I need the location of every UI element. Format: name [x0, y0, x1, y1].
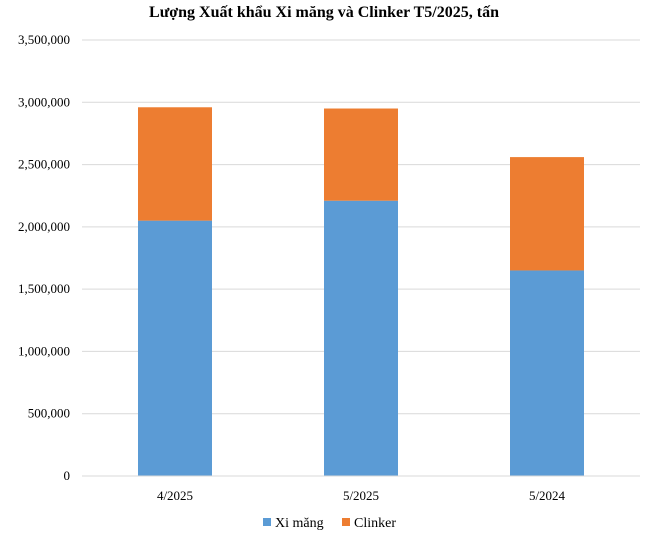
bar-segment-clinker [138, 107, 212, 221]
y-axis: 0 500,000 1,000,000 1,500,000 2,000,000 2,500… [18, 32, 70, 483]
bar-segment-clinker [510, 157, 584, 271]
y-tick-label: 3,500,000 [18, 32, 70, 47]
chart-title: Lượng Xuất khẩu Xi măng và Clinker T5/20… [149, 4, 499, 21]
y-tick-label: 2,000,000 [18, 219, 70, 234]
legend-label: Clinker [354, 516, 396, 531]
y-tick-label: 0 [64, 468, 71, 483]
bar-segment-xi-mang [510, 270, 584, 476]
y-tick-label: 1,000,000 [18, 343, 70, 358]
y-tick-label: 3,000,000 [18, 94, 70, 109]
x-axis: 4/2025 5/2025 5/2024 [82, 475, 640, 503]
x-tick-label: 5/2024 [529, 488, 566, 503]
legend-label: Xi măng [275, 516, 324, 531]
legend-swatch [342, 518, 350, 526]
legend-swatch [263, 518, 271, 526]
y-tick-label: 1,500,000 [18, 281, 70, 296]
bar-segment-xi-mang [324, 200, 398, 476]
bar-segment-xi-mang [138, 220, 212, 476]
y-tick-label: 2,500,000 [18, 157, 70, 172]
x-tick-label: 4/2025 [157, 488, 193, 503]
bar-segment-clinker [324, 108, 398, 201]
y-tick-label: 500,000 [28, 406, 70, 421]
x-tick-label: 5/2025 [343, 488, 379, 503]
legend: Xi măng Clinker [263, 516, 396, 531]
bars [138, 107, 584, 476]
